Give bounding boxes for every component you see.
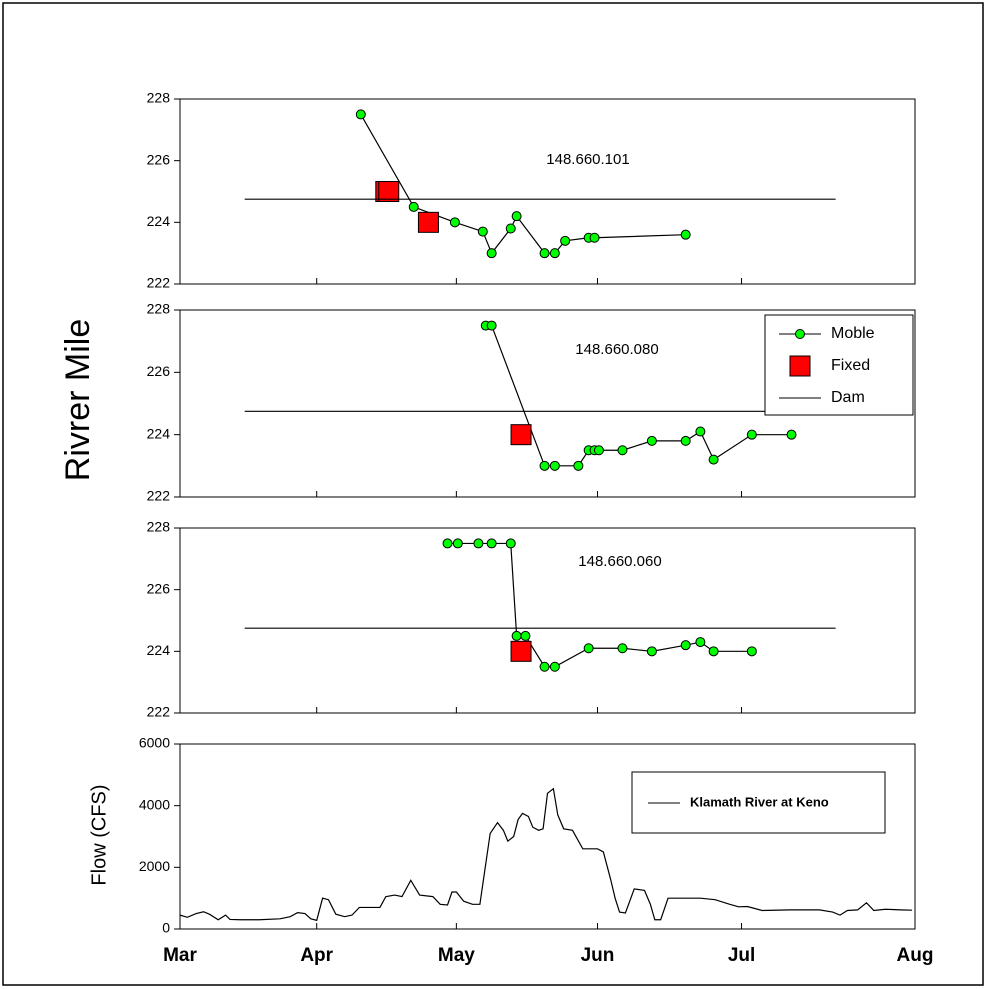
annotation: 148.660.080 xyxy=(575,341,658,358)
annotation: 148.660.101 xyxy=(546,151,629,168)
marker xyxy=(452,538,463,549)
marker xyxy=(511,630,522,641)
marker xyxy=(510,424,532,446)
marker xyxy=(560,235,571,246)
y-tick-label: 224 xyxy=(147,642,171,658)
marker xyxy=(708,646,719,657)
marker xyxy=(617,643,628,654)
legend-marker xyxy=(795,329,805,339)
y-tick-label: 226 xyxy=(147,580,171,596)
marker xyxy=(680,640,691,651)
marker xyxy=(695,637,706,648)
marker xyxy=(680,435,691,446)
marker xyxy=(417,211,439,233)
x-tick-label: Jul xyxy=(728,945,755,966)
marker xyxy=(442,538,453,549)
y-tick-label: 226 xyxy=(147,363,171,379)
marker xyxy=(486,320,497,331)
y-axis-title: Rivrer Mile xyxy=(59,319,97,481)
series-line xyxy=(179,787,913,922)
marker xyxy=(549,248,560,259)
y-tick-label: 4000 xyxy=(139,796,170,812)
marker xyxy=(680,229,691,240)
annotation: 148.660.060 xyxy=(578,553,661,570)
marker xyxy=(378,181,400,202)
y-tick-label: 0 xyxy=(162,920,170,936)
marker xyxy=(573,460,584,471)
y-tick-label: 228 xyxy=(147,519,171,535)
plot-area xyxy=(179,527,916,714)
x-tick-label: Apr xyxy=(300,945,333,966)
x-tick-label: Jun xyxy=(581,945,615,966)
x-tick-label: Aug xyxy=(897,945,934,966)
marker xyxy=(477,226,488,237)
y-tick-label: 222 xyxy=(147,275,171,291)
marker xyxy=(646,646,657,657)
marker xyxy=(746,429,757,440)
marker xyxy=(695,426,706,437)
y-tick-label: 224 xyxy=(147,213,171,229)
y-axis-title: Flow (CFS) xyxy=(88,784,110,885)
y-tick-label: 224 xyxy=(147,425,171,441)
plot-area xyxy=(179,743,916,930)
series-line xyxy=(447,542,752,668)
marker xyxy=(408,201,419,212)
y-tick-label: 222 xyxy=(147,488,171,504)
marker xyxy=(583,643,594,654)
marker xyxy=(549,460,560,471)
x-tick-label: May xyxy=(438,945,475,966)
marker xyxy=(589,232,600,243)
y-tick-label: 2000 xyxy=(139,858,170,874)
y-tick-label: 6000 xyxy=(139,735,170,751)
marker xyxy=(486,248,497,259)
legend-label: Klamath River at Keno xyxy=(690,794,829,809)
marker xyxy=(505,538,516,549)
y-tick-label: 228 xyxy=(147,90,171,106)
legend-label: Dam xyxy=(831,389,865,406)
marker xyxy=(520,630,531,641)
marker xyxy=(510,640,532,662)
plot-area xyxy=(179,98,916,285)
marker xyxy=(486,538,497,549)
marker xyxy=(355,109,366,120)
marker xyxy=(511,211,522,222)
legend-label: Fixed xyxy=(831,357,870,374)
marker xyxy=(746,646,757,657)
marker xyxy=(646,435,657,446)
marker xyxy=(786,429,797,440)
plot-area xyxy=(179,309,916,498)
x-tick-label: Mar xyxy=(163,945,197,966)
marker xyxy=(708,454,719,465)
marker xyxy=(617,445,628,456)
marker xyxy=(505,223,516,234)
marker xyxy=(539,661,550,672)
y-tick-label: 226 xyxy=(147,151,171,167)
legend-label: Moble xyxy=(831,325,875,342)
marker xyxy=(539,248,550,259)
marker xyxy=(593,445,604,456)
marker xyxy=(549,661,560,672)
y-tick-label: 222 xyxy=(147,704,171,720)
marker xyxy=(473,538,484,549)
marker xyxy=(539,460,550,471)
legend-marker xyxy=(789,355,811,377)
marker xyxy=(449,217,460,228)
y-tick-label: 228 xyxy=(147,301,171,317)
